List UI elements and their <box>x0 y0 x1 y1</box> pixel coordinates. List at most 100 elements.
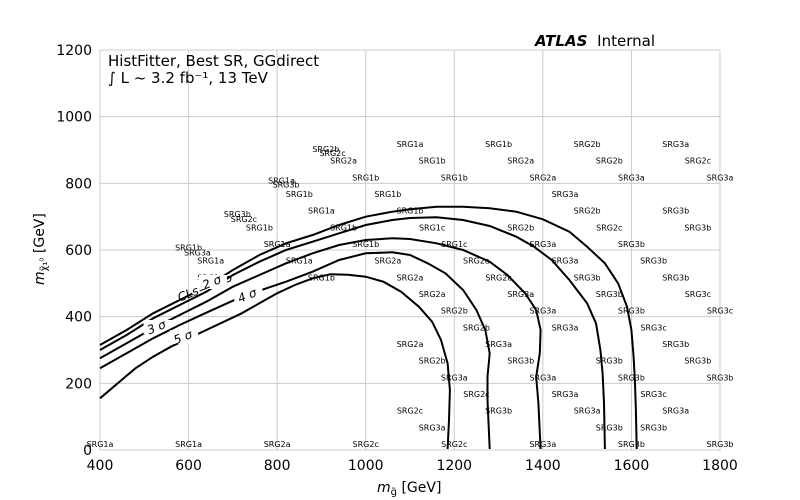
signal-region-label: SRG2a <box>397 273 424 282</box>
signal-region-label: SRG1b <box>374 190 401 199</box>
y-tick-label: 1000 <box>56 110 92 126</box>
signal-region-label: SRG3a <box>552 257 579 266</box>
x-axis-unit: [GeV] <box>397 480 441 496</box>
signal-region-label: SRG3a <box>485 340 512 349</box>
x-tick-label: 800 <box>264 458 291 474</box>
signal-region-label: SRG2b <box>419 357 446 366</box>
signal-region-label: SRG3b <box>640 423 667 432</box>
signal-region-label: SRG3a <box>552 190 579 199</box>
contour-line <box>99 273 451 450</box>
signal-region-label: SRG3a <box>552 323 579 332</box>
x-tick-label: 400 <box>87 458 114 474</box>
y-axis-title: mχ̃₁⁰ [GeV] <box>32 213 50 285</box>
signal-region-label: SRG1a <box>264 240 291 249</box>
signal-region-label: SRG2c <box>353 440 379 449</box>
contour-label: 2 σ <box>200 272 223 292</box>
x-tick-label: 600 <box>175 458 202 474</box>
signal-region-label: SRG2a <box>374 257 401 266</box>
signal-region-label: SRG3b <box>618 307 645 316</box>
y-axis-main: m <box>32 271 48 285</box>
contour-label-bg <box>170 330 199 344</box>
signal-region-label: SRG3b <box>596 290 623 299</box>
signal-region-label: SRG3b <box>224 210 251 219</box>
signal-region-label: SRG3b <box>596 357 623 366</box>
signal-region-label: SRG2b <box>507 223 534 232</box>
signal-region-label: SRG1b <box>485 140 512 149</box>
signal-region-label: SRG3c <box>640 390 666 399</box>
signal-region-label: SRG2c <box>397 407 423 416</box>
signal-region-label: SRG3a <box>529 440 556 449</box>
y-tick-label: 400 <box>65 310 92 326</box>
signal-region-label: SRG1b <box>441 173 468 182</box>
signal-region-label: SRG2c <box>319 149 345 158</box>
y-axis-unit: [GeV] <box>32 213 48 257</box>
contour-label: 4 σ <box>236 285 259 305</box>
contour-line <box>99 237 542 450</box>
signal-region-label: SRG2a <box>419 290 446 299</box>
contour-label-bg <box>234 288 263 303</box>
y-tick-label: 600 <box>65 243 92 259</box>
signal-region-label: SRG3c <box>707 307 733 316</box>
y-tick-label: 1200 <box>56 43 92 59</box>
annotation-line2: ∫ L ~ 3.2 fb⁻¹, 13 TeV <box>108 69 269 87</box>
signal-region-label: SRG2c <box>441 440 467 449</box>
signal-region-label: SRG1b <box>308 273 335 282</box>
signal-region-label: SRG1c <box>419 223 445 232</box>
signal-region-label: SRG2b <box>441 307 468 316</box>
x-tick-label: 1800 <box>702 458 738 474</box>
signal-region-label: SRG3b <box>618 440 645 449</box>
signal-region-label: SRG2c <box>596 223 622 232</box>
signal-region-label: SRG3b <box>662 273 689 282</box>
grid <box>99 49 721 451</box>
signal-region-label: SRG3a <box>662 140 689 149</box>
contour-line <box>99 251 491 450</box>
signal-region-label: SRG3a <box>618 173 645 182</box>
signal-region-label: SRG2c <box>685 157 711 166</box>
signal-region-label: SRG3b <box>485 407 512 416</box>
signal-region-label: SRG2a <box>397 340 424 349</box>
signal-region-label: SRG3a <box>552 390 579 399</box>
signal-region-label: SRG3b <box>507 357 534 366</box>
y-axis-sub: χ̃₁⁰ <box>38 258 50 272</box>
signal-region-label: SRG3b <box>662 207 689 216</box>
sr-labels: SRG1a SRG1a SRG2a SRG2c SRG2c SRG3a SRG3b SRG3b… <box>87 140 734 449</box>
signal-region-label: SRG1b <box>396 207 423 216</box>
signal-region-label: SRG3b <box>684 357 711 366</box>
signal-region-label: SRG1b <box>419 157 446 166</box>
signal-region-label: SRG3b <box>618 240 645 249</box>
x-tick-label: 1200 <box>436 458 472 474</box>
signal-region-label: SRG3b <box>640 257 667 266</box>
atlas-header: ATLAS Internal <box>534 32 655 50</box>
signal-region-label: SRG2b <box>574 207 601 216</box>
signal-region-label: SRG2b <box>312 145 339 154</box>
y-tick-label: 200 <box>65 376 92 392</box>
signal-region-label: SRG2c <box>485 273 511 282</box>
signal-region-label: SRG2b <box>463 323 490 332</box>
signal-region-label: SRG2c <box>231 215 257 224</box>
signal-region-label: SRG2a <box>264 440 291 449</box>
signal-region-label: SRG3a <box>529 373 556 382</box>
signal-region-label: SRG3a <box>184 248 211 257</box>
signal-region-label: SRG2b <box>596 157 623 166</box>
signal-region-label: SRG3a <box>529 240 556 249</box>
y-tick-label: 0 <box>83 443 92 459</box>
x-tick-label: 1400 <box>525 458 561 474</box>
signal-region-label: SRG3b <box>596 423 623 432</box>
signal-region-label: SRG3b <box>706 373 733 382</box>
contour-label-bg <box>198 275 227 289</box>
signal-region-label: SRG1a <box>397 140 424 149</box>
signal-region-label: SRG2a <box>529 173 556 182</box>
contour-label: 3 σ <box>145 317 168 337</box>
signal-region-label: SRG1a <box>286 257 313 266</box>
signal-region-label: SRG1a <box>175 440 202 449</box>
x-tick-label: 1600 <box>614 458 650 474</box>
signal-region-label: SRG3a <box>662 407 689 416</box>
signal-region-label: SRG1a <box>268 177 295 186</box>
signal-region-label: SRG1a <box>197 257 224 266</box>
signal-region-label: SRG3b <box>684 223 711 232</box>
signal-region-label: SRG3a <box>507 290 534 299</box>
signal-region-label: SRG1b <box>352 173 379 182</box>
signal-region-label: SRG2c <box>463 390 489 399</box>
annotation-line1: HistFitter, Best SR, GGdirect <box>108 52 319 70</box>
